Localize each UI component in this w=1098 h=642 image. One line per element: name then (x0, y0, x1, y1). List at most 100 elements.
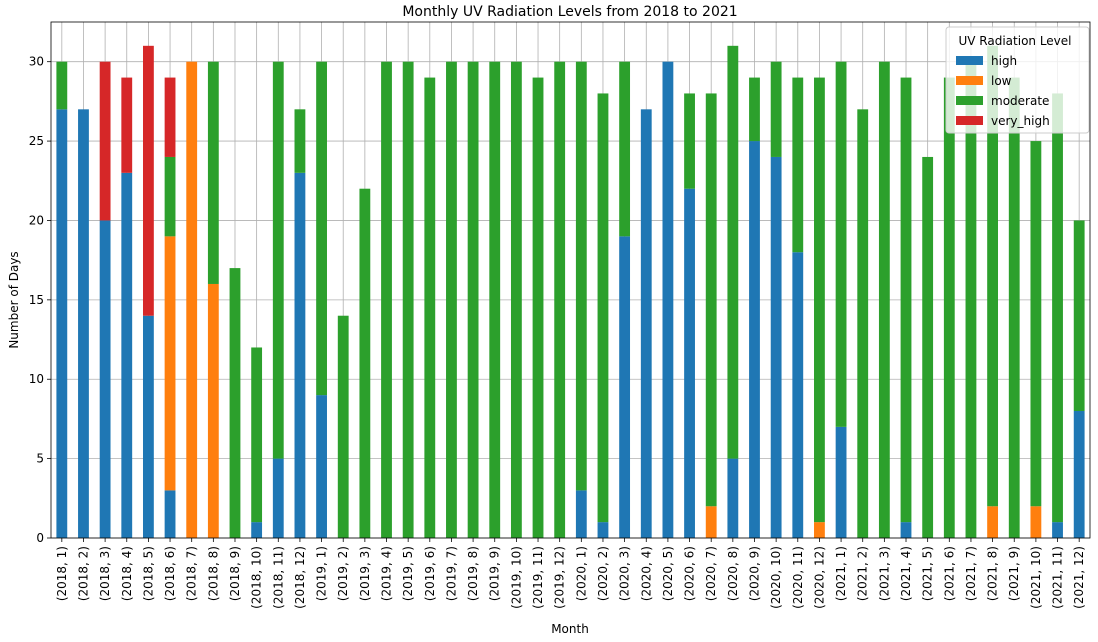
bar-low (814, 522, 825, 538)
bar-low (207, 283, 219, 538)
bar-low (186, 61, 198, 538)
bar-high (575, 490, 587, 538)
bar-moderate (987, 45, 999, 507)
bar-high (684, 188, 695, 538)
y-axis-label: Number of Days (7, 251, 21, 348)
bar-low (1030, 506, 1042, 538)
x-tick-label: (2021, 11) (1051, 546, 1065, 609)
bar-moderate (316, 61, 327, 396)
bar-moderate (381, 61, 392, 538)
x-tick-label: (2019, 11) (531, 546, 545, 609)
bar-moderate (943, 77, 955, 539)
bar-moderate (749, 77, 760, 142)
x-tick-label: (2021, 5) (921, 546, 935, 601)
bar-high (1052, 522, 1063, 538)
bar-moderate (1073, 220, 1085, 411)
bar-moderate (900, 77, 912, 523)
x-tick-label: (2019, 2) (336, 546, 350, 601)
bar-high (99, 220, 111, 538)
legend-swatch-moderate (956, 96, 983, 105)
x-tick-label: (2020, 4) (639, 546, 653, 601)
bar-high (640, 109, 652, 539)
bar-high (792, 252, 804, 538)
x-tick-label: (2021, 3) (877, 546, 891, 601)
y-tick-label: 20 (29, 213, 44, 227)
x-tick-label: (2019, 8) (466, 546, 480, 601)
x-tick-label: (2021, 10) (1029, 546, 1043, 609)
bar-moderate (878, 61, 890, 538)
bar-high (164, 490, 176, 538)
plot-frame (50, 21, 1091, 539)
x-tick-label: (2019, 5) (401, 546, 415, 601)
bar-moderate (575, 61, 587, 491)
bar-very_high (121, 77, 133, 173)
x-tick-label: (2020, 8) (726, 546, 740, 601)
bar-high (727, 458, 739, 538)
grid-lines (51, 22, 1090, 539)
bar-moderate (272, 61, 284, 459)
x-tick-label: (2018, 12) (293, 546, 307, 609)
bar-moderate (510, 61, 522, 538)
x-tick-label: (2021, 6) (942, 546, 956, 601)
bar-high (749, 141, 760, 539)
y-tick-label: 30 (29, 55, 44, 69)
x-tick-label: (2021, 9) (1007, 546, 1021, 601)
bar-moderate (1030, 141, 1042, 507)
x-tick-label: (2021, 8) (986, 546, 1000, 601)
x-tick-label: (2021, 4) (899, 546, 913, 601)
x-tick-label: (2019, 9) (488, 546, 502, 601)
bar-low (705, 506, 717, 538)
x-tick-label: (2019, 3) (358, 546, 372, 601)
bar-high (597, 522, 609, 538)
bar-moderate (835, 61, 847, 427)
bar-low (164, 236, 176, 491)
bar-high (662, 61, 674, 538)
bar-high (272, 458, 284, 538)
bar-moderate (727, 45, 739, 459)
x-tick-label: (2019, 1) (315, 546, 329, 601)
bar-moderate (56, 61, 68, 110)
bar-moderate (1052, 93, 1063, 523)
bar-high (78, 109, 89, 539)
x-tick-label: (2020, 5) (661, 546, 675, 601)
y-tick-label: 5 (36, 452, 44, 466)
bar-moderate (229, 268, 241, 538)
chart-title: Monthly UV Radiation Levels from 2018 to… (402, 4, 737, 20)
bar-moderate (619, 61, 631, 237)
x-tick-label: (2018, 2) (76, 546, 90, 601)
bar-moderate (207, 61, 219, 284)
x-tick-label: (2018, 5) (141, 546, 155, 601)
legend-label-low: low (991, 74, 1012, 88)
bar-moderate (770, 61, 782, 157)
bar-moderate (337, 315, 349, 538)
bar-moderate (467, 61, 479, 538)
bar-high (1073, 410, 1085, 538)
legend: UV Radiation Level high low moderate very_h… (945, 26, 1090, 134)
legend-box (945, 26, 1090, 134)
x-tick-label: (2019, 10) (509, 546, 523, 609)
bar-high (770, 156, 782, 538)
bar-moderate (164, 156, 176, 237)
legend-label-high: high (991, 54, 1017, 68)
bar-moderate (792, 77, 804, 253)
bar-moderate (402, 61, 414, 538)
x-tick-label: (2018, 10) (250, 546, 264, 609)
bar-moderate (532, 77, 544, 539)
y-tick-label: 15 (29, 293, 44, 307)
x-tick-label: (2020, 6) (683, 546, 697, 601)
bar-high (316, 395, 327, 538)
bar-moderate (922, 156, 934, 538)
bar-high (835, 426, 847, 538)
bar-high (121, 172, 133, 539)
y-tick-label: 0 (36, 531, 44, 545)
bar-high (619, 236, 631, 539)
x-tick-label: (2021, 1) (834, 546, 848, 601)
x-tick-label: (2019, 12) (553, 546, 567, 609)
bar-high (142, 315, 154, 538)
x-tick-label: (2018, 3) (98, 546, 112, 601)
x-tick-label: (2021, 2) (856, 546, 870, 601)
legend-swatch-low (956, 76, 983, 85)
axes: 0 5 10 15 20 25 30 (2018, 1) (2018, 2) (2018, 3) (… (29, 21, 1091, 609)
x-tick-label: (2018, 7) (185, 546, 199, 601)
